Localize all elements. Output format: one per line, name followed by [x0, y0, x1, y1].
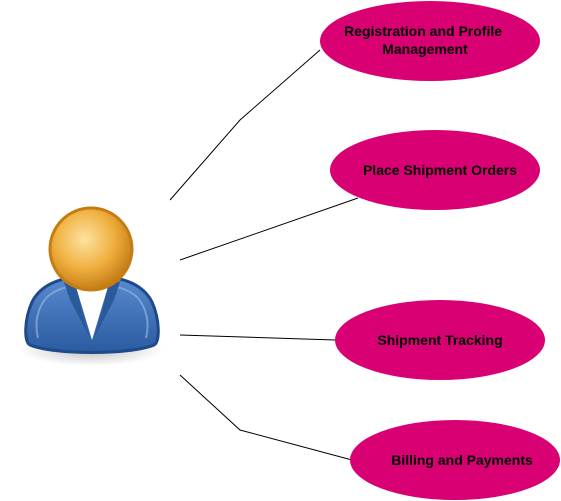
- actor-head: [48, 206, 134, 292]
- use-case-ellipse: [330, 130, 540, 210]
- user-icon: [19, 206, 163, 366]
- use-case-ellipse: [320, 1, 540, 81]
- actor-collar: [74, 280, 110, 340]
- use-case-registration: Registration and Profile Management: [320, 1, 540, 81]
- connector-billing-and-payments: [179, 374, 353, 461]
- actor-lapel-right: [94, 280, 120, 338]
- use-case-shipment-tracking: Shipment Tracking: [335, 300, 545, 380]
- connector-registration: [169, 49, 321, 201]
- use-case-ellipse: [335, 300, 545, 380]
- connector-shipment-tracking: [179, 334, 336, 341]
- use-case-ellipse: [350, 420, 560, 500]
- use-case-label: Place Shipment Orders: [363, 162, 517, 178]
- use-case-label: Registration and Profile Management: [344, 23, 506, 57]
- use-case-label: Billing and Payments: [391, 452, 533, 468]
- use-case-place-shipment-orders: Place Shipment Orders: [330, 130, 540, 210]
- connector-place-shipment-orders: [179, 197, 359, 261]
- use-case-billing-and-payments: Billing and Payments: [350, 420, 560, 500]
- actor-lapel-left: [64, 280, 90, 338]
- use-case-label: Shipment Tracking: [377, 332, 502, 348]
- connectors: [169, 49, 359, 461]
